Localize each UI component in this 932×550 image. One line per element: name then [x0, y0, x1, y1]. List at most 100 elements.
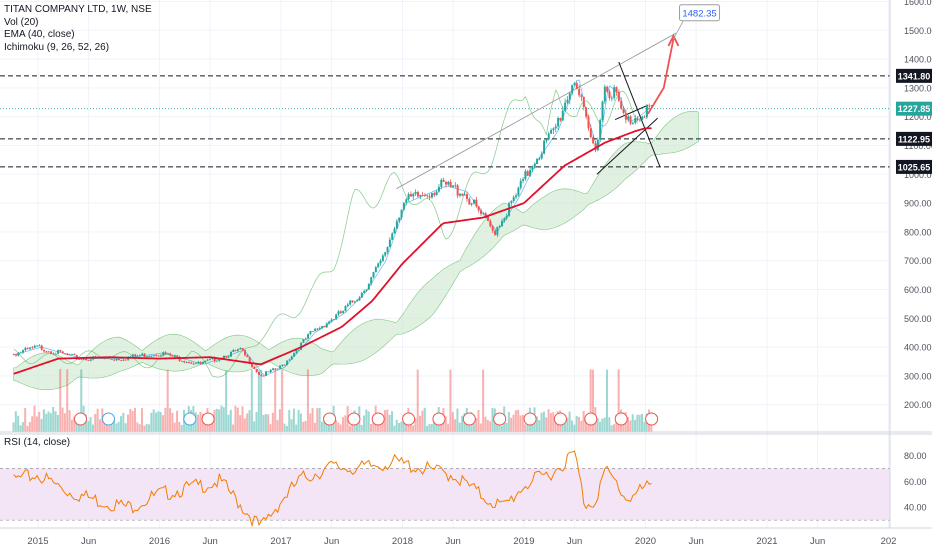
candle-body — [468, 198, 471, 205]
volume-bar — [70, 419, 73, 432]
candle-body — [442, 179, 445, 182]
candle-body — [218, 358, 221, 361]
volume-bar — [225, 370, 228, 432]
candle-body — [288, 359, 291, 361]
candle-body — [316, 328, 319, 330]
volume-bar — [110, 423, 113, 432]
volume-bar — [239, 415, 242, 432]
volume-bar — [56, 414, 59, 432]
candle-body — [603, 86, 606, 102]
candle-body — [517, 187, 520, 196]
candle-body — [183, 361, 186, 363]
volume-bar — [575, 415, 578, 432]
candle-body — [391, 233, 394, 240]
candle-body — [617, 91, 620, 101]
candle-body — [64, 353, 67, 355]
time-tick-label-9: Jun — [567, 536, 582, 547]
earnings-marker-icon — [371, 412, 385, 426]
candle-body — [610, 97, 613, 99]
volume-bar — [220, 405, 223, 432]
legend-volume[interactable]: Vol (20) — [4, 16, 39, 28]
candle-body — [248, 357, 251, 365]
time-tick-label-13: Jun — [810, 536, 825, 547]
earnings-marker-icon — [645, 412, 659, 426]
volume-bar — [393, 425, 396, 432]
candle-body — [246, 355, 249, 358]
legend-title[interactable]: TITAN COMPANY LTD, 1W, NSE — [4, 4, 152, 15]
candle-body — [365, 289, 368, 291]
volume-bar — [47, 411, 50, 432]
volume-bar — [414, 418, 417, 432]
candle-body — [253, 367, 256, 369]
candle-body — [377, 263, 380, 268]
volume-bar — [563, 423, 566, 432]
candle-body — [461, 193, 464, 196]
volume-bar — [381, 416, 384, 432]
volume-bar — [573, 424, 576, 432]
candle-body — [465, 194, 468, 199]
volume-bar — [243, 418, 246, 432]
candle-body — [512, 197, 515, 202]
volume-bar — [638, 414, 641, 432]
candle-body — [335, 314, 338, 320]
candle-body — [344, 306, 347, 311]
volume-bar — [304, 421, 307, 432]
candle-body — [113, 359, 116, 361]
candle-body — [440, 179, 443, 187]
candle-body — [239, 348, 242, 350]
candle-body — [409, 194, 412, 197]
volume-bar — [87, 420, 90, 432]
candle-body — [171, 355, 174, 357]
volume-bar — [540, 412, 543, 432]
candle-body — [192, 363, 195, 365]
earnings-marker-icon — [462, 412, 476, 426]
volume-bar — [318, 407, 321, 432]
rsi-legend[interactable]: RSI (14, close) — [4, 437, 71, 448]
candle-body — [274, 368, 277, 370]
candle-body — [19, 352, 22, 354]
earnings-marker-icon — [553, 412, 567, 426]
rsi-line — [13, 450, 652, 528]
volume-bar — [323, 416, 326, 432]
volume-bar — [472, 423, 475, 432]
candle-body — [599, 120, 602, 140]
candle-body — [631, 122, 634, 124]
candle-body — [393, 228, 396, 234]
volume-bar — [337, 422, 340, 432]
candle-body — [412, 193, 415, 197]
volume-bar — [615, 414, 618, 432]
time-tick-label-6: 2018 — [392, 536, 413, 547]
candle-body — [447, 181, 450, 185]
candle-body — [437, 186, 440, 192]
time-tick-label-1: Jun — [81, 536, 96, 547]
volume-bar — [197, 414, 200, 432]
price-tick-label-11: 500.00 — [904, 314, 932, 324]
earnings-marker-icon — [347, 412, 361, 426]
volume-bar — [166, 369, 169, 432]
volume-bar — [395, 419, 398, 432]
legend-ema[interactable]: EMA (40, close) — [4, 29, 75, 40]
candle-body — [237, 349, 240, 351]
candle-body — [524, 171, 527, 180]
candle-body — [456, 185, 459, 196]
price-label-2: 1122.95 — [898, 134, 930, 144]
candle-body — [573, 83, 576, 86]
legend-ichimoku[interactable]: Ichimoku (9, 26, 52, 26) — [4, 41, 110, 53]
candle-body — [89, 359, 92, 361]
candle-body — [229, 352, 232, 357]
volume-bar — [63, 413, 66, 432]
candle-body — [150, 355, 153, 357]
volume-bar — [348, 425, 351, 432]
volume-bar — [255, 411, 258, 432]
volume-bar — [479, 423, 482, 432]
volume-bar — [21, 422, 24, 432]
candle-body — [258, 371, 261, 375]
earnings-marker-icon — [183, 412, 197, 426]
candle-body — [323, 326, 326, 328]
candle-body — [31, 347, 34, 349]
volume-bar — [521, 415, 524, 432]
candle-body — [643, 116, 646, 118]
